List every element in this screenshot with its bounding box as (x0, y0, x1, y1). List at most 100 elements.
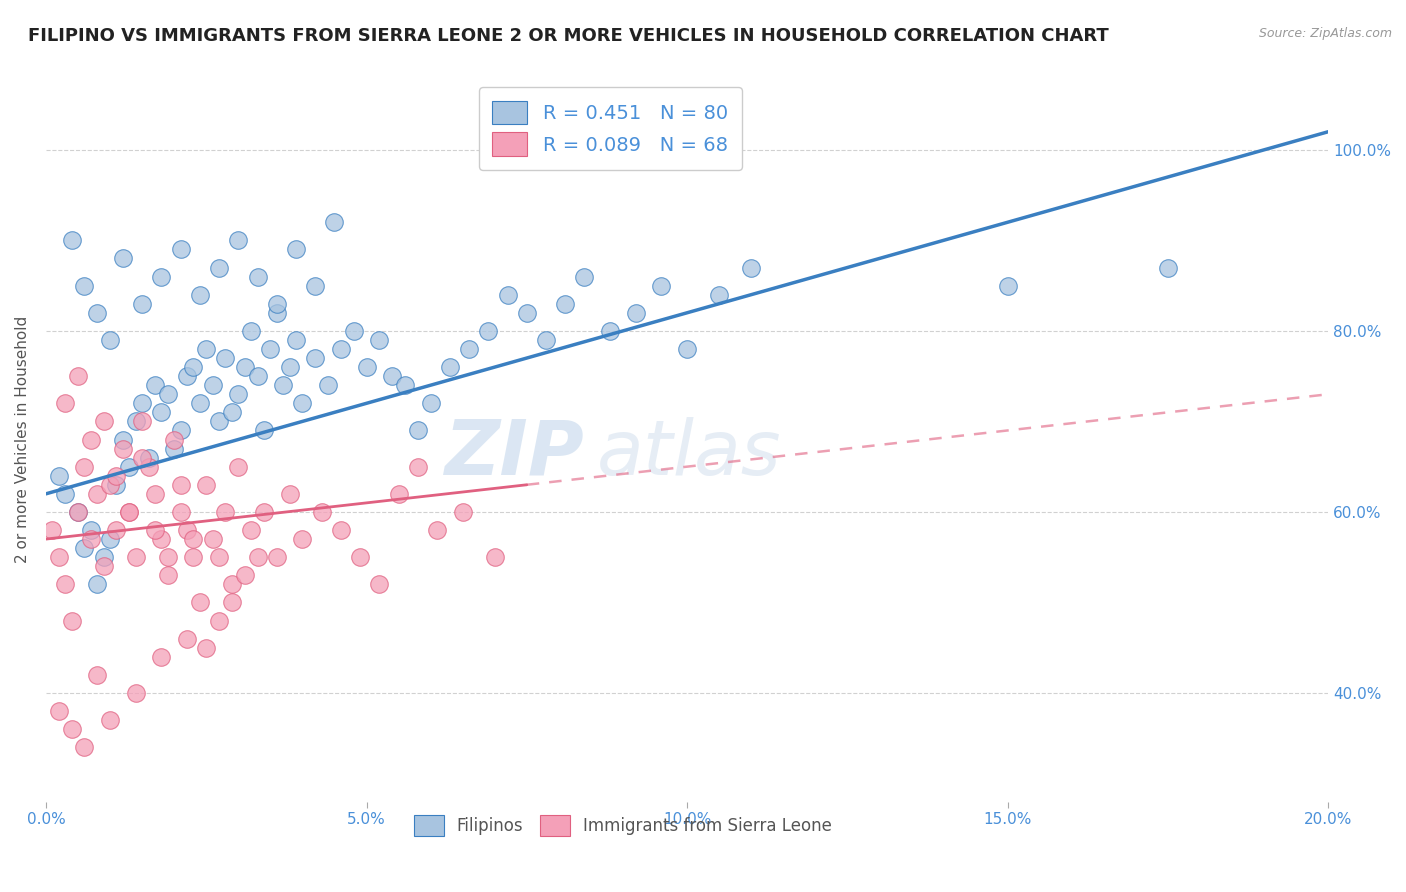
Point (66, 505, 89, 519)
Point (86, 577, 108, 591)
Point (707, 287, 730, 301)
Point (406, 459, 429, 474)
Point (574, 269, 596, 284)
Point (138, 450, 160, 465)
Point (226, 459, 249, 474)
Point (458, 342, 481, 356)
Text: atlas: atlas (598, 417, 782, 491)
Text: Source: ZipAtlas.com: Source: ZipAtlas.com (1258, 27, 1392, 40)
Point (60, 614, 83, 628)
Point (226, 233, 249, 247)
Point (98, 477, 121, 491)
Legend: Filipinos, Immigrants from Sierra Leone: Filipinos, Immigrants from Sierra Leone (405, 807, 841, 844)
Y-axis label: 2 or more Vehicles in Household: 2 or more Vehicles in Household (15, 316, 30, 563)
Point (111, 252, 134, 266)
Point (48, 550, 70, 565)
Point (323, 215, 346, 229)
Point (439, 360, 461, 375)
Point (387, 487, 409, 501)
Point (221, 577, 243, 591)
Point (221, 595, 243, 609)
Point (125, 686, 148, 700)
Point (86, 487, 108, 501)
Point (419, 396, 441, 410)
Point (125, 550, 148, 565)
Point (271, 378, 294, 392)
Point (53, 487, 76, 501)
Point (291, 396, 314, 410)
Point (240, 324, 263, 338)
Point (150, 532, 173, 546)
Point (53, 577, 76, 591)
Point (304, 278, 326, 293)
Point (73, 459, 96, 474)
Point (48, 704, 70, 718)
Text: FILIPINO VS IMMIGRANTS FROM SIERRA LEONE 2 OR MORE VEHICLES IN HOUSEHOLD CORRELA: FILIPINO VS IMMIGRANTS FROM SIERRA LEONE… (28, 27, 1109, 45)
Point (285, 333, 308, 347)
Point (86, 668, 108, 682)
Point (534, 333, 557, 347)
Point (156, 550, 179, 565)
Point (60, 233, 83, 247)
Point (381, 369, 404, 384)
Text: ZIP: ZIP (444, 417, 585, 491)
Point (356, 360, 378, 375)
Point (169, 243, 191, 257)
Point (201, 378, 224, 392)
Point (66, 369, 89, 384)
Point (496, 287, 519, 301)
Point (188, 595, 211, 609)
Point (188, 396, 211, 410)
Point (118, 505, 141, 519)
Point (111, 433, 134, 447)
Point (259, 342, 281, 356)
Point (208, 614, 231, 628)
Point (316, 378, 339, 392)
Point (406, 424, 429, 438)
Point (226, 387, 249, 401)
Point (233, 568, 256, 582)
Point (291, 532, 314, 546)
Point (183, 550, 205, 565)
Point (599, 324, 621, 338)
Point (195, 342, 218, 356)
Point (150, 649, 173, 664)
Point (740, 260, 762, 275)
Point (150, 269, 173, 284)
Point (1157, 260, 1180, 275)
Point (169, 424, 191, 438)
Point (131, 396, 153, 410)
Point (105, 523, 128, 537)
Point (143, 378, 166, 392)
Point (131, 414, 153, 428)
Point (208, 414, 231, 428)
Point (163, 442, 186, 456)
Point (48, 468, 70, 483)
Point (73, 541, 96, 555)
Point (554, 297, 576, 311)
Point (329, 523, 352, 537)
Point (73, 278, 96, 293)
Point (343, 324, 366, 338)
Point (60, 722, 83, 736)
Point (214, 351, 236, 365)
Point (169, 505, 191, 519)
Point (329, 342, 352, 356)
Point (240, 523, 263, 537)
Point (80, 523, 103, 537)
Point (183, 532, 205, 546)
Point (997, 278, 1019, 293)
Point (195, 640, 218, 655)
Point (125, 414, 148, 428)
Point (311, 505, 333, 519)
Point (285, 243, 308, 257)
Point (208, 260, 231, 275)
Point (477, 324, 499, 338)
Point (624, 306, 647, 320)
Point (131, 297, 153, 311)
Point (176, 369, 198, 384)
Point (208, 550, 231, 565)
Point (176, 632, 198, 646)
Point (163, 433, 186, 447)
Point (118, 459, 141, 474)
